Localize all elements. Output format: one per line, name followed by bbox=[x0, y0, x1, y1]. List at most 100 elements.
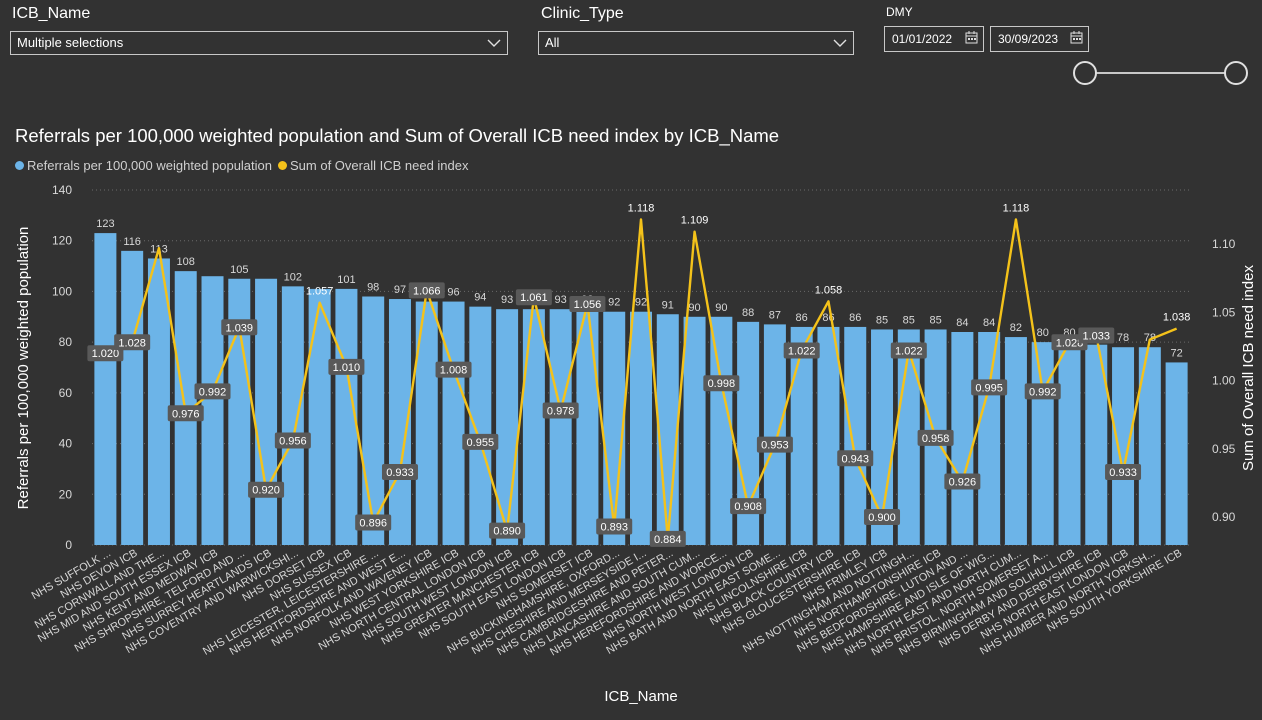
line-data-label: 1.109 bbox=[681, 215, 709, 227]
bar-data-label: 105 bbox=[230, 264, 248, 276]
bar bbox=[817, 326, 840, 545]
date-range-slider-track[interactable] bbox=[1086, 72, 1236, 74]
line-data-label: 1.058 bbox=[815, 284, 843, 296]
bar-data-label: 88 bbox=[742, 307, 754, 319]
clinic-filter-dropdown[interactable]: All bbox=[538, 31, 854, 55]
calendar-icon[interactable] bbox=[965, 31, 979, 45]
icb-filter-label: ICB_Name bbox=[12, 5, 91, 22]
line-data-label: 0.890 bbox=[493, 526, 521, 538]
bar bbox=[1165, 362, 1188, 545]
clinic-filter-label: Clinic_Type bbox=[541, 5, 624, 22]
bar bbox=[362, 296, 385, 545]
line-data-label: 1.033 bbox=[1083, 330, 1111, 342]
calendar-icon[interactable] bbox=[1070, 31, 1084, 45]
line-label-box bbox=[730, 498, 767, 515]
line-label-box bbox=[917, 429, 954, 446]
line-data-label: 0.953 bbox=[761, 440, 789, 452]
bar-data-label: 93 bbox=[555, 294, 567, 306]
line-label-box bbox=[944, 473, 981, 490]
start-date-input[interactable]: 01/01/2022 bbox=[884, 26, 984, 52]
line-label-box bbox=[1105, 463, 1142, 480]
line-label-box bbox=[515, 289, 552, 306]
bar bbox=[308, 288, 331, 545]
line-data-label: 0.976 bbox=[172, 408, 200, 420]
line-label-box bbox=[489, 522, 526, 539]
bar-data-label: 85 bbox=[929, 314, 941, 326]
bar bbox=[201, 276, 224, 545]
bar bbox=[871, 329, 894, 545]
bar-data-label: 72 bbox=[1170, 347, 1182, 359]
bar-data-label: 84 bbox=[983, 317, 995, 329]
bar-data-label: 94 bbox=[474, 292, 486, 304]
legend-label-bars: Referrals per 100,000 weighted populatio… bbox=[27, 158, 273, 173]
bar-data-label: 91 bbox=[662, 299, 674, 311]
line-data-label: 1.057 bbox=[306, 286, 334, 298]
line-label-box bbox=[167, 405, 204, 422]
date-range-end-handle[interactable] bbox=[1224, 61, 1248, 85]
line-label-box bbox=[1024, 383, 1061, 400]
line-label-box bbox=[890, 342, 927, 359]
y2-axis-title: Sum of Overall ICB need index bbox=[1240, 265, 1257, 471]
bar bbox=[1138, 347, 1161, 545]
line-label-box bbox=[355, 514, 392, 531]
bar bbox=[710, 316, 733, 545]
bar-data-label: 84 bbox=[956, 317, 968, 329]
bar bbox=[442, 301, 465, 545]
bar bbox=[656, 314, 679, 545]
line-label-box bbox=[381, 463, 418, 480]
start-date-value: 01/01/2022 bbox=[892, 32, 953, 46]
line-data-label: 0.943 bbox=[841, 453, 869, 465]
line-data-label: 0.926 bbox=[949, 477, 977, 489]
bar-data-label: 108 bbox=[177, 256, 195, 268]
line-label-box bbox=[837, 450, 874, 467]
bar-data-label: 85 bbox=[876, 314, 888, 326]
bar bbox=[897, 329, 920, 545]
line-data-label: 1.061 bbox=[520, 292, 548, 304]
end-date-value: 30/09/2023 bbox=[998, 32, 1059, 46]
line-data-label: 0.920 bbox=[252, 485, 280, 497]
bar-data-label: 123 bbox=[96, 218, 114, 230]
chevron-down-icon bbox=[833, 39, 847, 47]
bar-data-label: 85 bbox=[903, 314, 915, 326]
line-data-label: 0.900 bbox=[868, 512, 896, 524]
x-axis-title: ICB_Name bbox=[604, 688, 677, 705]
legend-item-line[interactable]: Sum of Overall ICB need index bbox=[278, 158, 469, 173]
date-filter-label: DMY bbox=[886, 5, 913, 19]
line-label-box bbox=[194, 383, 231, 400]
line-label-box bbox=[649, 530, 686, 547]
bar-data-label: 116 bbox=[123, 236, 141, 248]
legend-item-bars[interactable]: Referrals per 100,000 weighted populatio… bbox=[15, 158, 272, 173]
bar bbox=[549, 309, 572, 545]
line-label-box bbox=[1078, 327, 1115, 344]
bar bbox=[683, 316, 706, 545]
bar bbox=[94, 233, 117, 545]
line-data-label: 1.008 bbox=[440, 365, 468, 377]
line-series bbox=[104, 218, 1178, 541]
icb-filter-dropdown[interactable]: Multiple selections bbox=[10, 31, 508, 55]
bar bbox=[951, 332, 974, 545]
bar bbox=[790, 326, 813, 545]
line-label-box bbox=[114, 334, 151, 351]
line-data-label: 1.118 bbox=[628, 202, 655, 214]
line-data-label: 1.020 bbox=[92, 348, 120, 360]
line-label-box bbox=[248, 481, 285, 498]
clinic-filter-value: All bbox=[545, 35, 560, 50]
bar bbox=[121, 250, 144, 545]
bar bbox=[469, 306, 492, 545]
bar bbox=[1031, 342, 1054, 545]
legend-dot-bars bbox=[15, 161, 24, 170]
bar bbox=[844, 326, 867, 545]
y-tick-label: 40 bbox=[59, 437, 73, 451]
bar bbox=[630, 311, 652, 545]
line-label-box bbox=[864, 509, 901, 525]
line-label-box bbox=[328, 358, 365, 375]
bar-data-label: 82 bbox=[1010, 322, 1022, 334]
line-label-box bbox=[596, 518, 633, 535]
date-range-start-handle[interactable] bbox=[1073, 61, 1097, 85]
y2-tick-label: 1.00 bbox=[1212, 374, 1236, 388]
line-data-label: 0.884 bbox=[654, 534, 682, 546]
legend-label-line: Sum of Overall ICB need index bbox=[290, 158, 469, 173]
bar-data-label: 92 bbox=[608, 297, 620, 309]
end-date-input[interactable]: 30/09/2023 bbox=[990, 26, 1089, 52]
bar-data-label: 92 bbox=[635, 297, 647, 309]
